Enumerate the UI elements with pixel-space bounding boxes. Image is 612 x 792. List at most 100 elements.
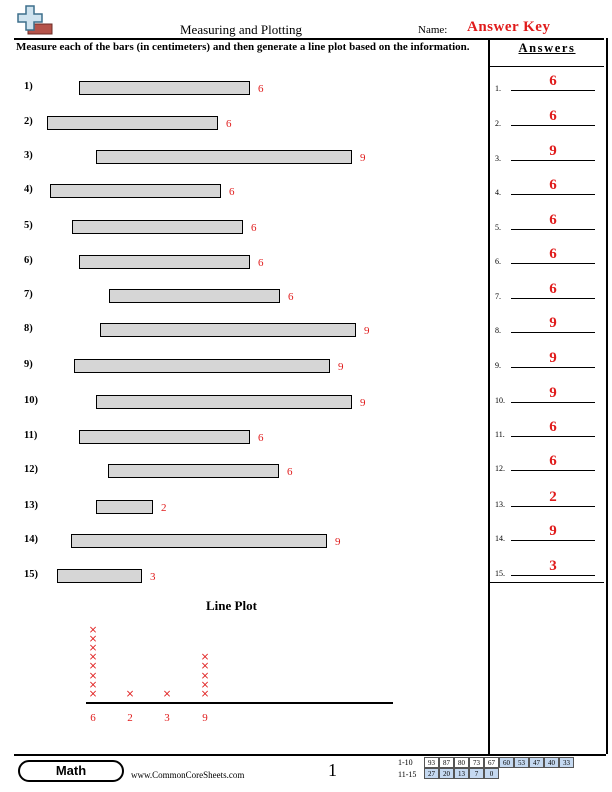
bar-measurement: 6 [251,222,257,234]
answer-number: 13. [495,500,505,509]
bar-measurement: 9 [338,361,344,373]
score-cell: 27 [424,768,439,779]
question-number: 9) [24,359,33,370]
answer-number: 4. [495,188,501,197]
answer-number: 11. [495,430,505,439]
answer-number: 8. [495,326,501,335]
measure-bar [79,430,250,444]
bar-measurement: 9 [364,325,370,337]
answer-value: 9 [549,385,557,401]
plot-x-mark: × [162,688,172,700]
plot-x-mark: × [200,688,210,700]
answer-value: 9 [549,315,557,331]
answer-row: 3. 9 [495,143,605,163]
answer-line [511,229,595,230]
answer-number: 2. [495,119,501,128]
header-divider [14,38,604,40]
plot-x-mark: × [200,678,210,691]
answer-line [511,506,595,507]
plot-x-mark: × [200,660,210,673]
answer-row: 1. 6 [495,73,605,93]
score-row-label: 11-15 [398,770,417,779]
score-cell: 33 [559,757,574,768]
footer-divider [14,754,606,756]
plot-category-label: 9 [202,712,208,724]
question-number: 7) [24,289,33,300]
plot-x-mark: × [88,660,98,673]
answer-number: 15. [495,569,505,578]
plus-sign-logo-icon [14,4,54,36]
plot-x-mark: × [200,651,210,664]
bar-measurement: 6 [288,291,294,303]
plot-category-label: 3 [164,712,170,724]
answer-number: 9. [495,361,501,370]
answer-number: 3. [495,154,501,163]
question-number: 12) [24,464,38,475]
plot-x-mark: × [125,688,135,700]
answer-row: 9. 9 [495,350,605,370]
answer-row: 2. 6 [495,108,605,128]
answer-value: 9 [549,143,557,159]
answer-value: 6 [549,212,557,228]
answers-divider [490,66,604,67]
answer-value: 2 [549,489,557,505]
answers-column [488,38,608,754]
answer-row: 10. 9 [495,385,605,405]
answer-row: 5. 6 [495,212,605,232]
answer-row: 8. 9 [495,315,605,335]
site-url: www.CommonCoreSheets.com [131,770,245,780]
bar-measurement: 9 [335,536,341,548]
answer-row: 13. 2 [495,489,605,509]
bar-measurement: 6 [287,466,293,478]
answer-number: 12. [495,464,505,473]
measure-bar [79,255,250,269]
answer-line [511,90,595,91]
score-cell: 7 [469,768,484,779]
answer-value: 3 [549,558,557,574]
answer-number: 10. [495,396,505,405]
answer-number: 14. [495,534,505,543]
plot-x-mark: × [88,669,98,682]
score-cell: 20 [439,768,454,779]
answer-number: 5. [495,223,501,232]
math-badge: Math [18,760,124,782]
question-number: 13) [24,500,38,511]
score-cell: 73 [469,757,484,768]
question-number: 6) [24,255,33,266]
measure-bar [96,395,352,409]
answer-line [511,125,595,126]
question-number: 3) [24,150,33,161]
score-cell: 53 [514,757,529,768]
score-cell: 93 [424,757,439,768]
answer-value: 6 [549,246,557,262]
answer-line [511,402,595,403]
bar-measurement: 2 [161,502,167,514]
question-number: 11) [24,430,38,441]
question-number: 5) [24,220,33,231]
plot-x-mark: × [88,688,98,700]
answer-row: 6. 6 [495,246,605,266]
answers-bottom-divider [490,582,604,583]
plot-x-mark: × [200,669,210,682]
measure-bar [100,323,356,337]
plot-category-label: 2 [127,712,133,724]
plot-x-mark: × [88,642,98,654]
score-cell: 80 [454,757,469,768]
measure-bar [50,184,221,198]
plot-x-mark: × [88,651,98,664]
answer-row: 14. 9 [495,523,605,543]
answer-value: 6 [549,419,557,435]
answer-line [511,194,595,195]
answer-row: 12. 6 [495,453,605,473]
question-number: 8) [24,323,33,334]
plot-x-mark: × [88,623,98,636]
plot-x-mark: × [88,678,98,691]
answer-row: 4. 6 [495,177,605,197]
bar-measurement: 6 [229,186,235,198]
answer-line [511,436,595,437]
answer-key-label: Answer Key [467,19,551,35]
question-number: 2) [24,116,33,127]
measure-bar [96,150,352,164]
instructions: Measure each of the bars (in centimeters… [16,41,470,53]
plot-x-mark: × [88,632,98,645]
